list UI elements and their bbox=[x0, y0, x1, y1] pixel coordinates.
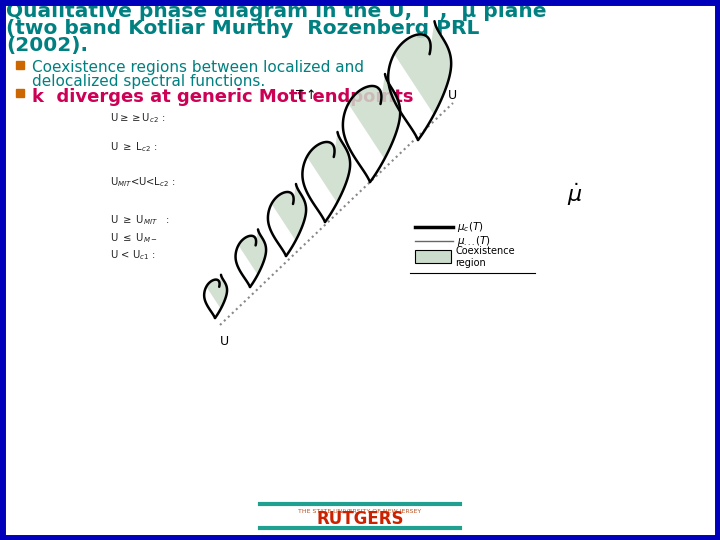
Text: $\mu_c(T)$: $\mu_c(T)$ bbox=[457, 220, 484, 234]
Text: U: U bbox=[220, 335, 228, 348]
Text: $\mu_{...}(T)$: $\mu_{...}(T)$ bbox=[457, 234, 491, 248]
Text: U < U$_{c1}$ :: U < U$_{c1}$ : bbox=[110, 248, 156, 262]
Text: U $\geq$ L$_{c2}$ :: U $\geq$ L$_{c2}$ : bbox=[110, 140, 158, 154]
Polygon shape bbox=[271, 184, 306, 241]
Text: Qualitative phase diagram in the U, T ,  μ plane: Qualitative phase diagram in the U, T , … bbox=[6, 2, 546, 21]
Text: (2002).: (2002). bbox=[6, 36, 88, 55]
Text: U $\leq$ U$_{M-}$: U $\leq$ U$_{M-}$ bbox=[110, 231, 158, 245]
Text: U$\geq\geq$U$_{c2}$ :: U$\geq\geq$U$_{c2}$ : bbox=[110, 111, 165, 125]
Text: T$\uparrow$: T$\uparrow$ bbox=[295, 88, 315, 102]
Text: $\dot{\mu}$: $\dot{\mu}$ bbox=[567, 181, 582, 208]
Text: THE STATE UNIVERSITY OF NEW JERSEY: THE STATE UNIVERSITY OF NEW JERSEY bbox=[298, 509, 422, 514]
Bar bbox=[415, 250, 451, 263]
Polygon shape bbox=[348, 74, 400, 159]
Text: U $\geq$ U$_{MIT}$   :: U $\geq$ U$_{MIT}$ : bbox=[110, 213, 170, 227]
Text: RUTGERS: RUTGERS bbox=[316, 510, 404, 528]
Text: k  diverges at generic Mott endpoints: k diverges at generic Mott endpoints bbox=[32, 88, 413, 106]
Polygon shape bbox=[394, 21, 451, 114]
Text: delocalized spectral functions.: delocalized spectral functions. bbox=[32, 74, 265, 89]
Polygon shape bbox=[207, 275, 227, 309]
Text: Coexistence
region: Coexistence region bbox=[455, 246, 515, 268]
Text: Coexistence regions between localized and: Coexistence regions between localized an… bbox=[32, 60, 364, 75]
Text: (two band Kotliar Murthy  Rozenberg PRL: (two band Kotliar Murthy Rozenberg PRL bbox=[6, 19, 480, 38]
Text: U$_{MIT}$<U<L$_{c2}$ :: U$_{MIT}$<U<L$_{c2}$ : bbox=[110, 175, 176, 189]
Polygon shape bbox=[238, 230, 266, 275]
Text: U: U bbox=[447, 89, 456, 102]
Polygon shape bbox=[307, 132, 350, 203]
